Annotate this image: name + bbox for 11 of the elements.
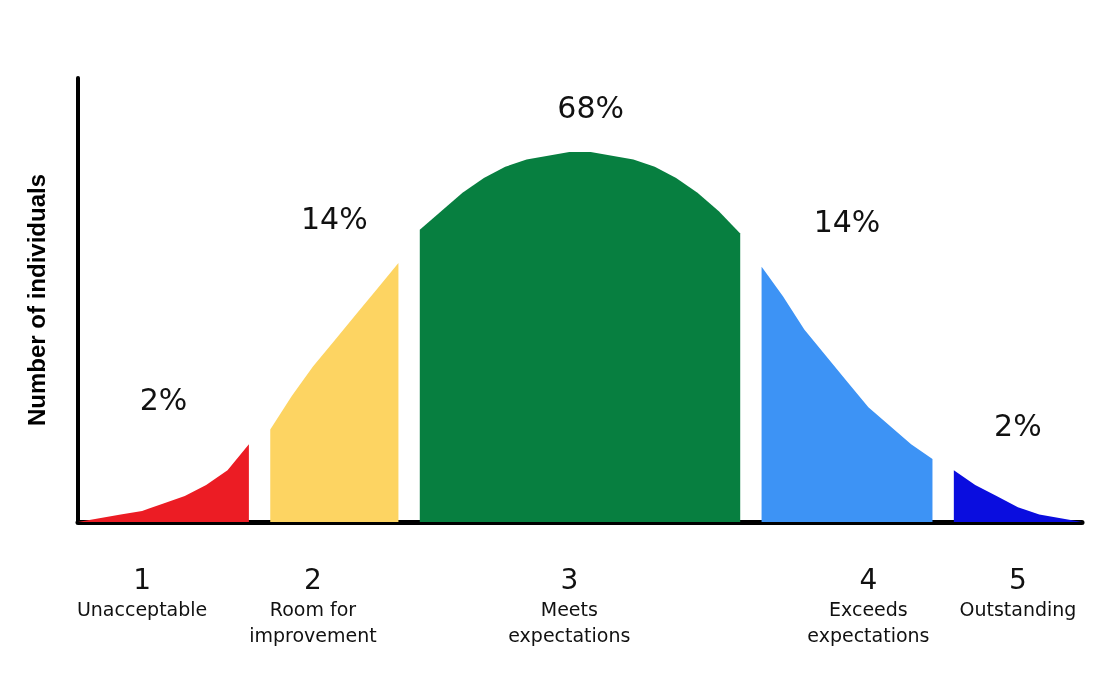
x-tick-label: 2 Room for improvement: [249, 562, 377, 646]
x-tick-label: 3 Meets expectations: [508, 562, 631, 646]
x-tick-label: 1 Unacceptable: [76, 562, 208, 620]
x-tick-label: 5 Outstanding: [959, 562, 1077, 620]
y-axis-title: Number of individuals: [22, 173, 50, 427]
x-tick-label: 4 Exceeds expectations: [807, 562, 930, 646]
annotation: 14%: [813, 204, 881, 240]
annotation: 14%: [301, 200, 368, 236]
annotation: 2%: [994, 407, 1042, 443]
annotation: 2%: [139, 381, 188, 417]
text: 68%: [557, 89, 625, 125]
